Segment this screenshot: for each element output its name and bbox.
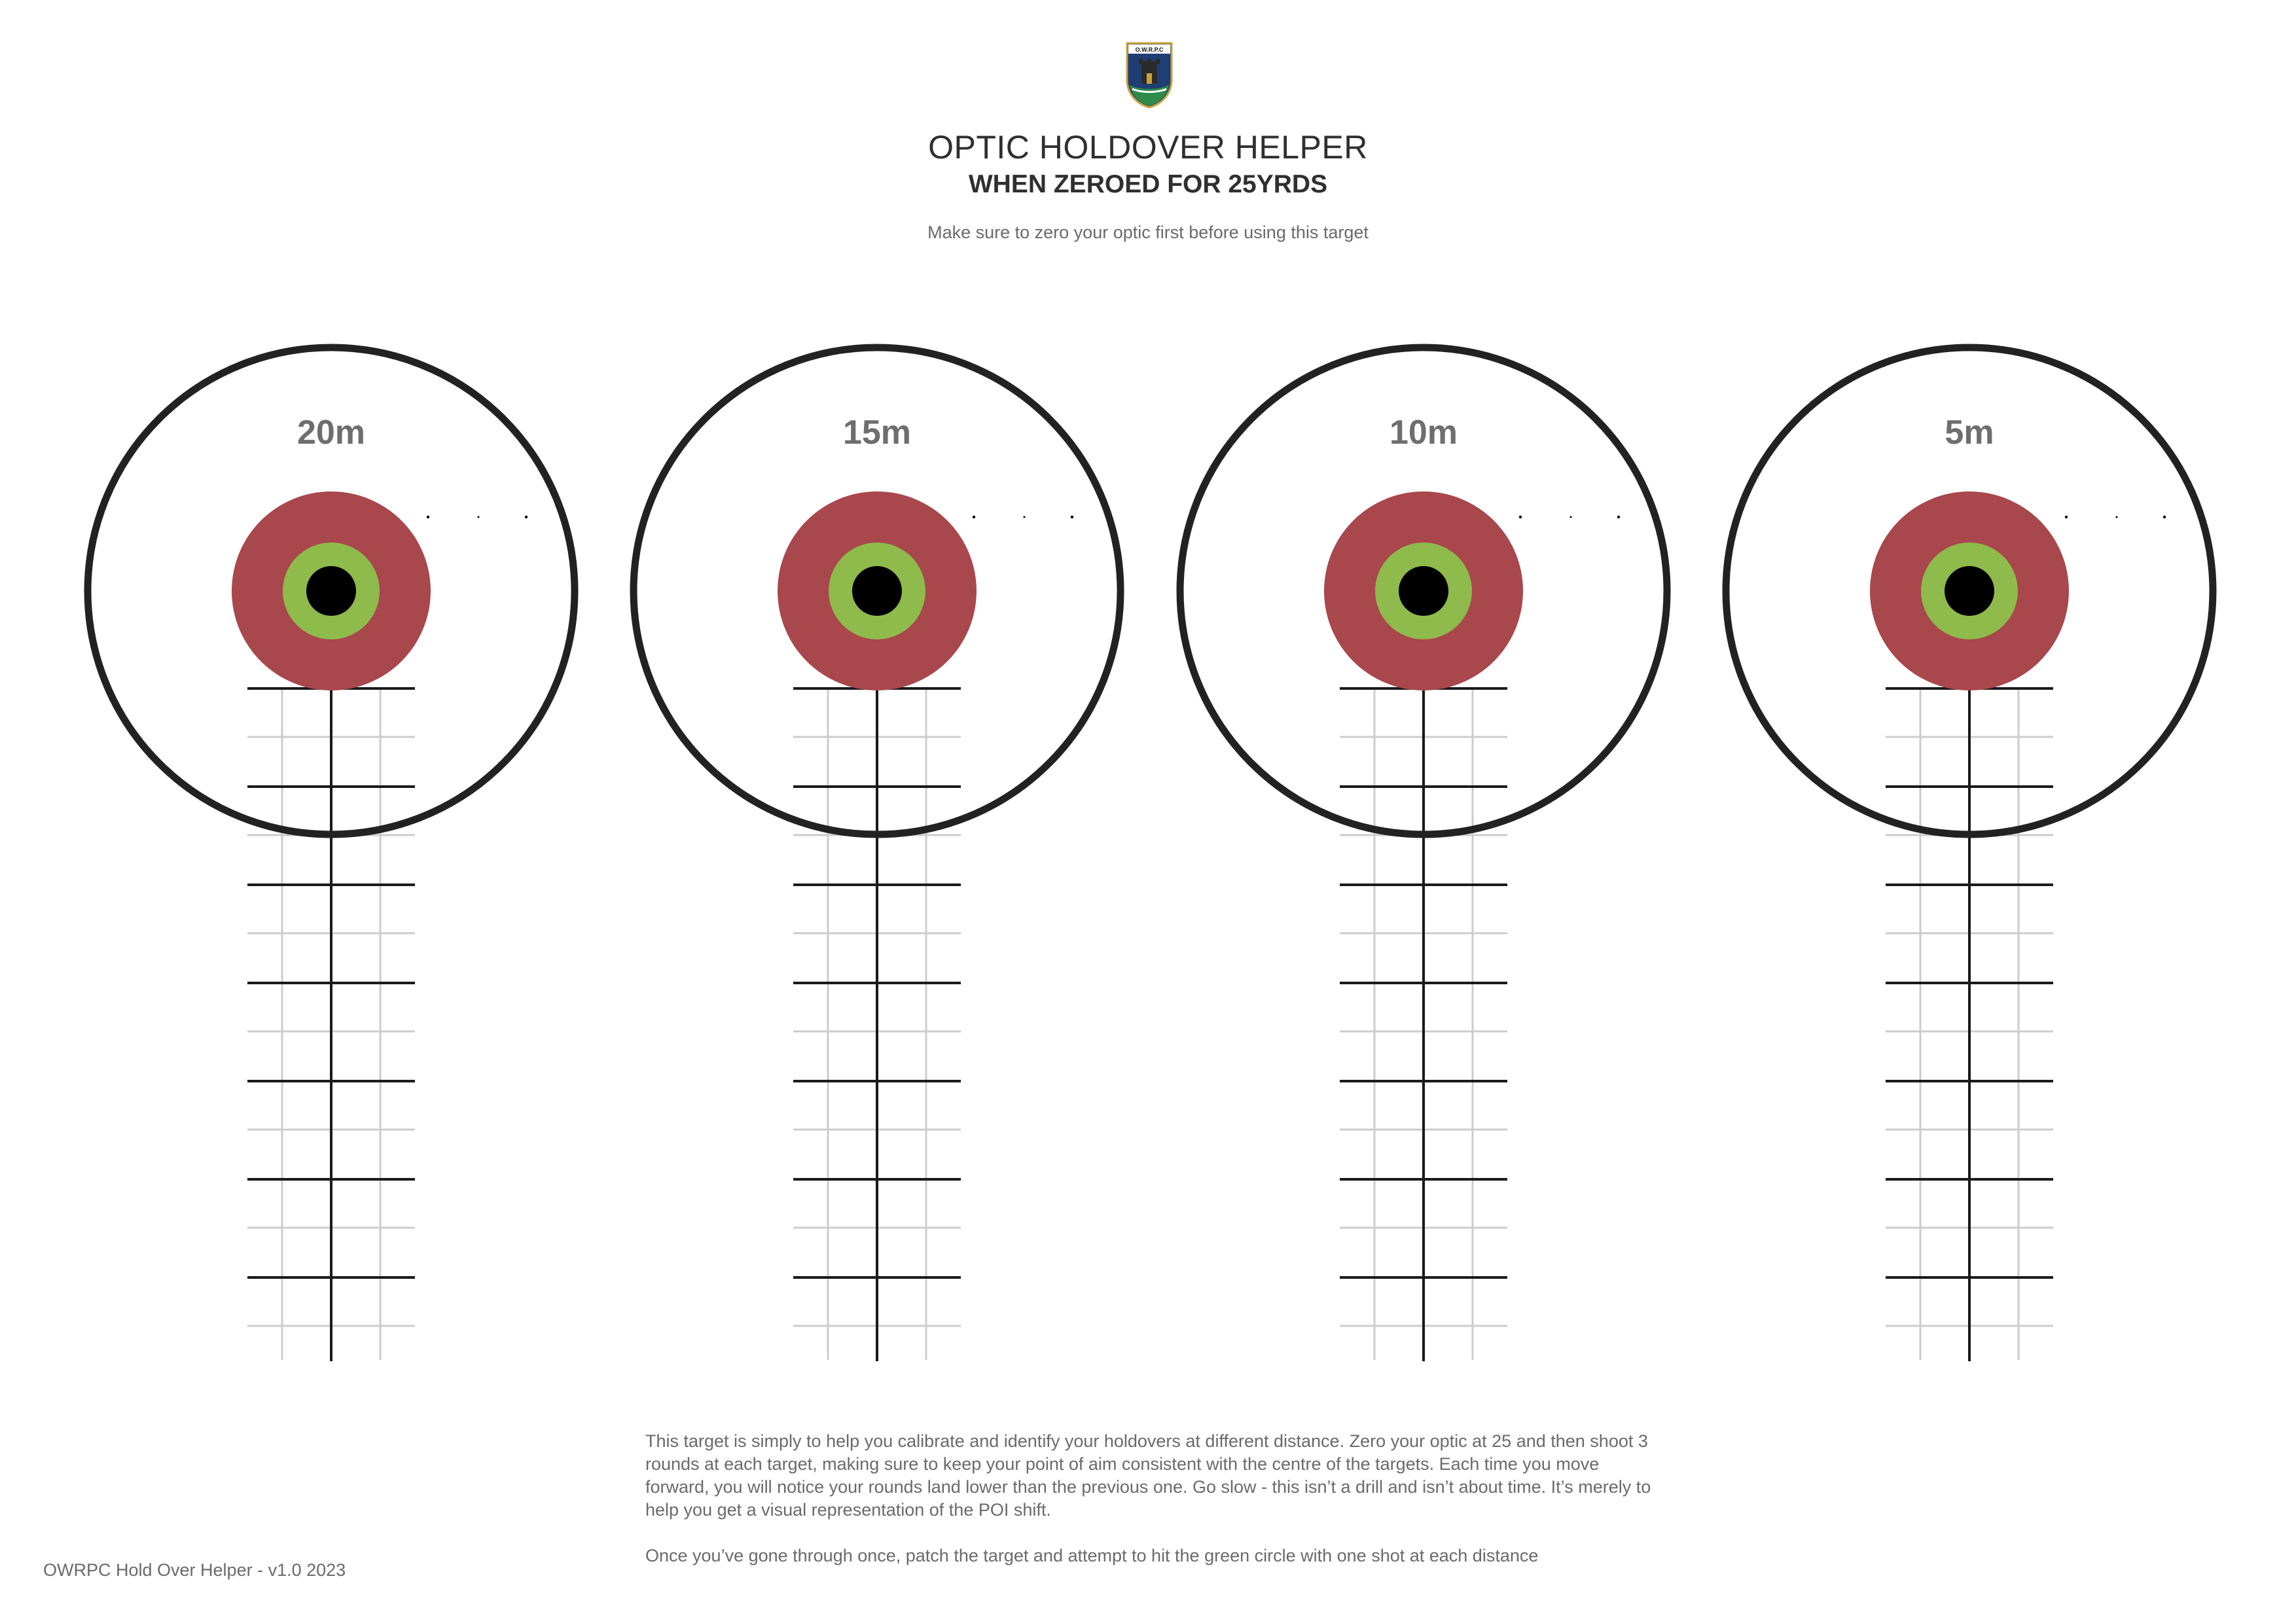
marker-dot (972, 515, 976, 519)
distance-label: 20m (297, 414, 365, 452)
bullseye (852, 566, 902, 616)
target-5m: 5m (1722, 344, 2217, 1361)
outer-ring (630, 344, 1124, 838)
marker-dot (1518, 515, 1522, 519)
marker-dot (2115, 516, 2118, 518)
logo-text: O.W.R.P.C (1136, 46, 1164, 53)
marker-dot (524, 515, 528, 519)
marker-dot (477, 516, 480, 518)
marker-dot (1617, 515, 1621, 519)
instructions-paragraph: Once you’ve gone through once, patch the… (645, 1546, 1539, 1565)
distance-label: 15m (843, 414, 911, 452)
marker-dot (2162, 515, 2166, 519)
target-10m: 10m (1176, 344, 1671, 1361)
distance-label: 5m (1945, 414, 1994, 452)
page-subtitle: WHEN ZEROED FOR 25YRDS (968, 170, 1328, 198)
distance-label: 10m (1390, 414, 1458, 452)
club-crest-logo: O.W.R.P.C (1126, 42, 1173, 109)
footer-version: OWRPC Hold Over Helper - v1.0 2023 (43, 1560, 346, 1580)
bullseye (306, 566, 356, 616)
outer-ring (1722, 344, 2217, 838)
page-title: OPTIC HOLDOVER HELPER (928, 129, 1368, 166)
marker-dot (1070, 515, 1074, 519)
target-20m: 20m (84, 344, 579, 1361)
bullseye (1945, 566, 1994, 616)
instructions-paragraph: This target is simply to help you calibr… (645, 1431, 1651, 1520)
marker-dot (1570, 516, 1572, 518)
marker-dot (1023, 516, 1026, 518)
marker-dot (426, 515, 430, 519)
target-15m: 15m (630, 344, 1124, 1361)
marker-dot (2064, 515, 2068, 519)
instructions-block: This target is simply to help you calibr… (645, 1430, 1653, 1567)
outer-ring (1176, 344, 1671, 838)
zero-note: Make sure to zero your optic first befor… (927, 223, 1369, 242)
bullseye (1399, 566, 1448, 616)
outer-ring (84, 344, 579, 838)
